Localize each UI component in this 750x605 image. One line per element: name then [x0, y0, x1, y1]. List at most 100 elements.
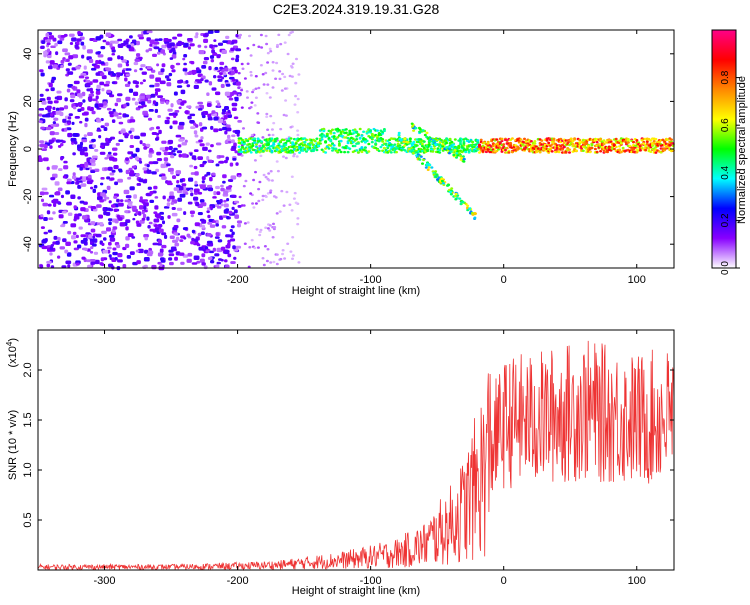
spectrogram-cell [135, 156, 140, 161]
spectrogram-cell [184, 139, 188, 143]
spectrogram-cell [174, 110, 180, 113]
spectrogram-cell [167, 108, 173, 112]
spectrogram-cell [138, 105, 144, 109]
spectrogram-cell [252, 206, 256, 209]
spectrogram-cell [189, 189, 193, 193]
spectrogram-cell [339, 132, 343, 136]
spectrogram-cell [261, 149, 265, 153]
spectrogram-cell [322, 129, 326, 133]
spectrogram-cell [45, 32, 49, 37]
spectrogram-cell [168, 249, 174, 253]
spectrogram-cell [242, 142, 246, 146]
spectrogram-cell [266, 83, 270, 86]
spectrogram-cell [149, 191, 154, 195]
spectrogram-cell [438, 141, 442, 144]
spectrogram-cell [225, 234, 231, 238]
spectrogram-cell [143, 205, 147, 210]
spectrogram-cell [108, 221, 112, 226]
spectrogram-cell [339, 150, 343, 154]
spectrogram-plot-area [38, 30, 674, 268]
spectrogram-cell [257, 187, 261, 191]
spectrogram-cell [399, 138, 403, 142]
spectrogram-cell [246, 221, 250, 224]
spectrogram-cell [146, 66, 152, 70]
spectrogram-cell [223, 199, 227, 203]
spectrogram-cell [282, 138, 286, 142]
spectrogram-cell [644, 144, 648, 147]
spectrogram-cell [88, 93, 95, 97]
spectrogram-cell [230, 175, 237, 180]
spectrogram-cell [115, 72, 122, 75]
spectrogram-cell [114, 181, 119, 186]
spectrogram-cell [178, 106, 182, 110]
spectrogram-cell [261, 198, 265, 202]
spectrogram-cell [227, 179, 233, 182]
spectrogram-cell [103, 127, 108, 131]
spectrogram-cell [210, 125, 214, 130]
spectrogram-cell [40, 143, 45, 148]
spectrogram-cell [94, 103, 99, 108]
spectrogram-cell [632, 140, 635, 144]
spectrogram-cell [121, 69, 125, 74]
spectrogram-cell [343, 150, 347, 154]
spectrogram-cell [308, 146, 312, 150]
spectrogram-cell [249, 70, 253, 74]
spectrogram-cell [290, 209, 294, 212]
spectrogram-cell [70, 94, 76, 99]
spectrogram-cell [102, 249, 109, 254]
spectrogram-cell [254, 202, 258, 205]
spectrogram-cell [189, 113, 196, 117]
spectrogram-cell [609, 140, 613, 143]
spectrogram-cell [269, 261, 273, 264]
spectrogram-cell [98, 214, 104, 219]
spectrogram-cell [90, 186, 94, 190]
spectrogram-cell [68, 55, 74, 60]
spectrogram-cell [113, 208, 118, 213]
spectrogram-cell [55, 51, 59, 56]
spectrogram-cell [172, 36, 178, 40]
spectrogram-cell [164, 146, 169, 151]
spectrogram-cell [206, 240, 213, 244]
spectrogram-cell [225, 35, 230, 40]
spectrogram-cell [313, 139, 317, 143]
spectrogram-cell [230, 139, 235, 144]
spectrogram-cell [237, 174, 241, 178]
spectrogram-cell [355, 149, 359, 152]
spectrogram-cell [193, 130, 198, 135]
spectrogram-cell [649, 139, 653, 142]
spectrogram-cell [578, 138, 582, 142]
spectrogram-cell [240, 62, 244, 66]
spectrogram-cell [189, 210, 195, 215]
spectrogram-cell [402, 140, 406, 143]
spectrogram-cell [217, 118, 224, 124]
spectrogram-cell [356, 151, 360, 154]
spectrogram-cell [231, 134, 236, 138]
spectrogram-cell [574, 149, 578, 152]
spectrogram-cell [197, 212, 203, 216]
spectrogram-cell [230, 57, 235, 61]
spectrogram-cell [117, 178, 123, 183]
spectrogram-cell [320, 148, 324, 151]
spectrogram-cell [57, 145, 62, 148]
spectrogram-cell [635, 139, 639, 142]
spectrogram-cell [204, 174, 208, 177]
spectrogram-cell [177, 33, 183, 37]
spectrogram-cell [179, 239, 184, 242]
spectrogram-cell [590, 143, 594, 146]
spectrogram-cell [581, 149, 585, 152]
spectrogram-cell [353, 144, 357, 148]
spectrogram-cell [79, 120, 83, 124]
spectrogram-cell [99, 72, 105, 77]
spectrogram-cell [329, 132, 333, 135]
spectrogram-cell [142, 79, 146, 82]
spectrogram-cell [175, 62, 181, 66]
spectrogram-cell [225, 186, 232, 190]
spectrogram-cell [291, 141, 295, 144]
spectrogram-cell [437, 176, 441, 179]
spectrogram-cell [92, 98, 98, 102]
spectrogram-y-tick-label: -40 [22, 236, 34, 252]
spectrogram-cell [118, 121, 124, 125]
spectrogram-cell [85, 79, 91, 83]
spectrogram-cell [278, 77, 282, 81]
snr-y-tick-label: 1.5 [22, 412, 34, 427]
